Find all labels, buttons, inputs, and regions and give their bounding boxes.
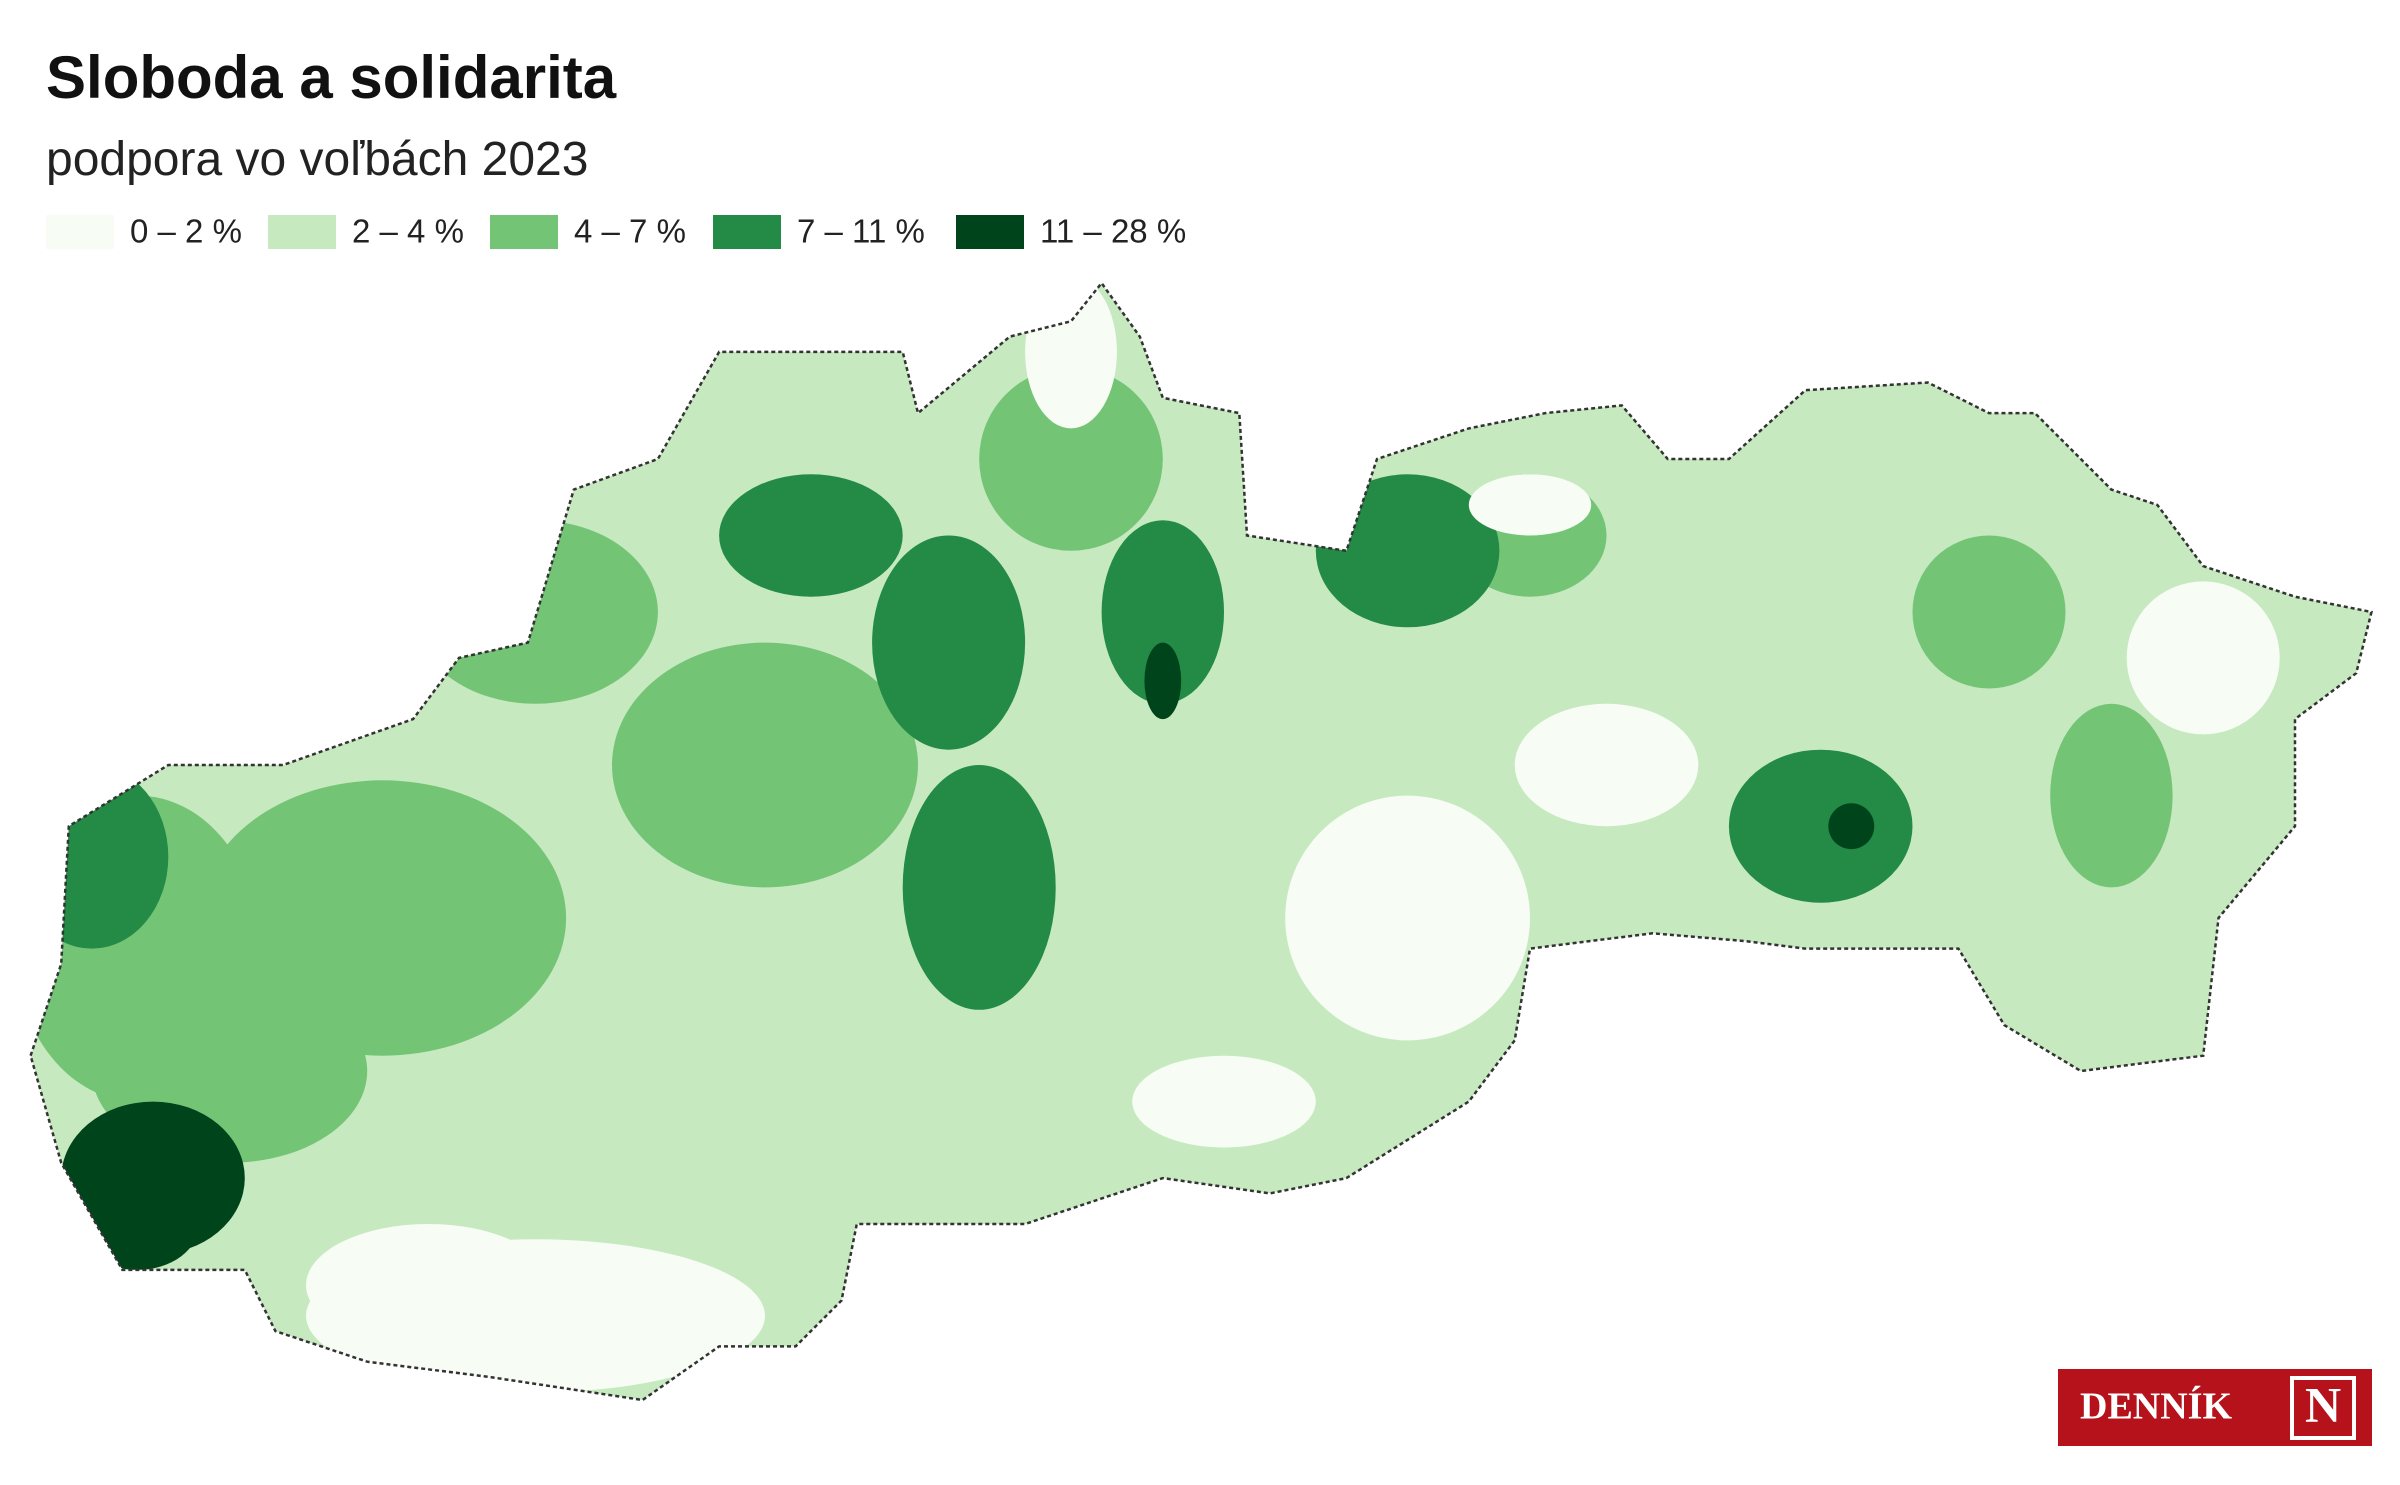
map-region xyxy=(413,520,658,704)
title: Sloboda a solidarita xyxy=(46,44,617,111)
map-region xyxy=(1828,803,1875,850)
map-region xyxy=(1514,703,1699,827)
map-region xyxy=(1101,520,1225,704)
subtitle: podpora vo voľbách 2023 xyxy=(46,133,588,186)
logo-text: DENNÍK xyxy=(2080,1386,2232,1428)
map-region xyxy=(198,780,567,1056)
legend-swatch xyxy=(956,215,1024,249)
map-region xyxy=(1025,283,1117,429)
legend-swatch xyxy=(268,215,336,249)
legend-label: 7 – 11 % xyxy=(797,213,925,250)
map-region xyxy=(2126,581,2280,735)
map-region xyxy=(902,765,1056,1010)
legend: 0 – 2 % 2 – 4 % 4 – 7 % 7 – 11 % 11 – 28 % xyxy=(46,213,1186,250)
map-region xyxy=(1315,474,1500,628)
logo-box xyxy=(2290,1376,2356,1440)
legend-label: 2 – 4 % xyxy=(352,213,464,250)
logo-background xyxy=(2058,1369,2372,1446)
map-region xyxy=(30,765,169,949)
map-region xyxy=(1144,642,1182,720)
map-outline xyxy=(29,281,2374,1402)
logo-mark: N xyxy=(2305,1376,2341,1432)
legend-swatch xyxy=(490,215,558,249)
legend-swatch xyxy=(713,215,781,249)
map-region xyxy=(1912,535,2066,689)
map-region xyxy=(872,535,1026,750)
legend-label: 4 – 7 % xyxy=(574,213,686,250)
legend-label: 11 – 28 % xyxy=(1040,213,1186,250)
map-region xyxy=(1468,474,1592,536)
legend-label: 0 – 2 % xyxy=(130,213,242,250)
map-region xyxy=(612,642,918,888)
map-region xyxy=(979,367,1163,551)
map-region xyxy=(719,474,903,597)
logo: DENNÍK N xyxy=(2058,1369,2372,1446)
map-region xyxy=(2050,703,2173,888)
map-region xyxy=(1285,795,1530,1041)
map-region xyxy=(1132,1055,1316,1148)
map-region xyxy=(306,1224,551,1347)
map-region xyxy=(1728,749,1913,903)
legend-swatch xyxy=(46,215,114,249)
